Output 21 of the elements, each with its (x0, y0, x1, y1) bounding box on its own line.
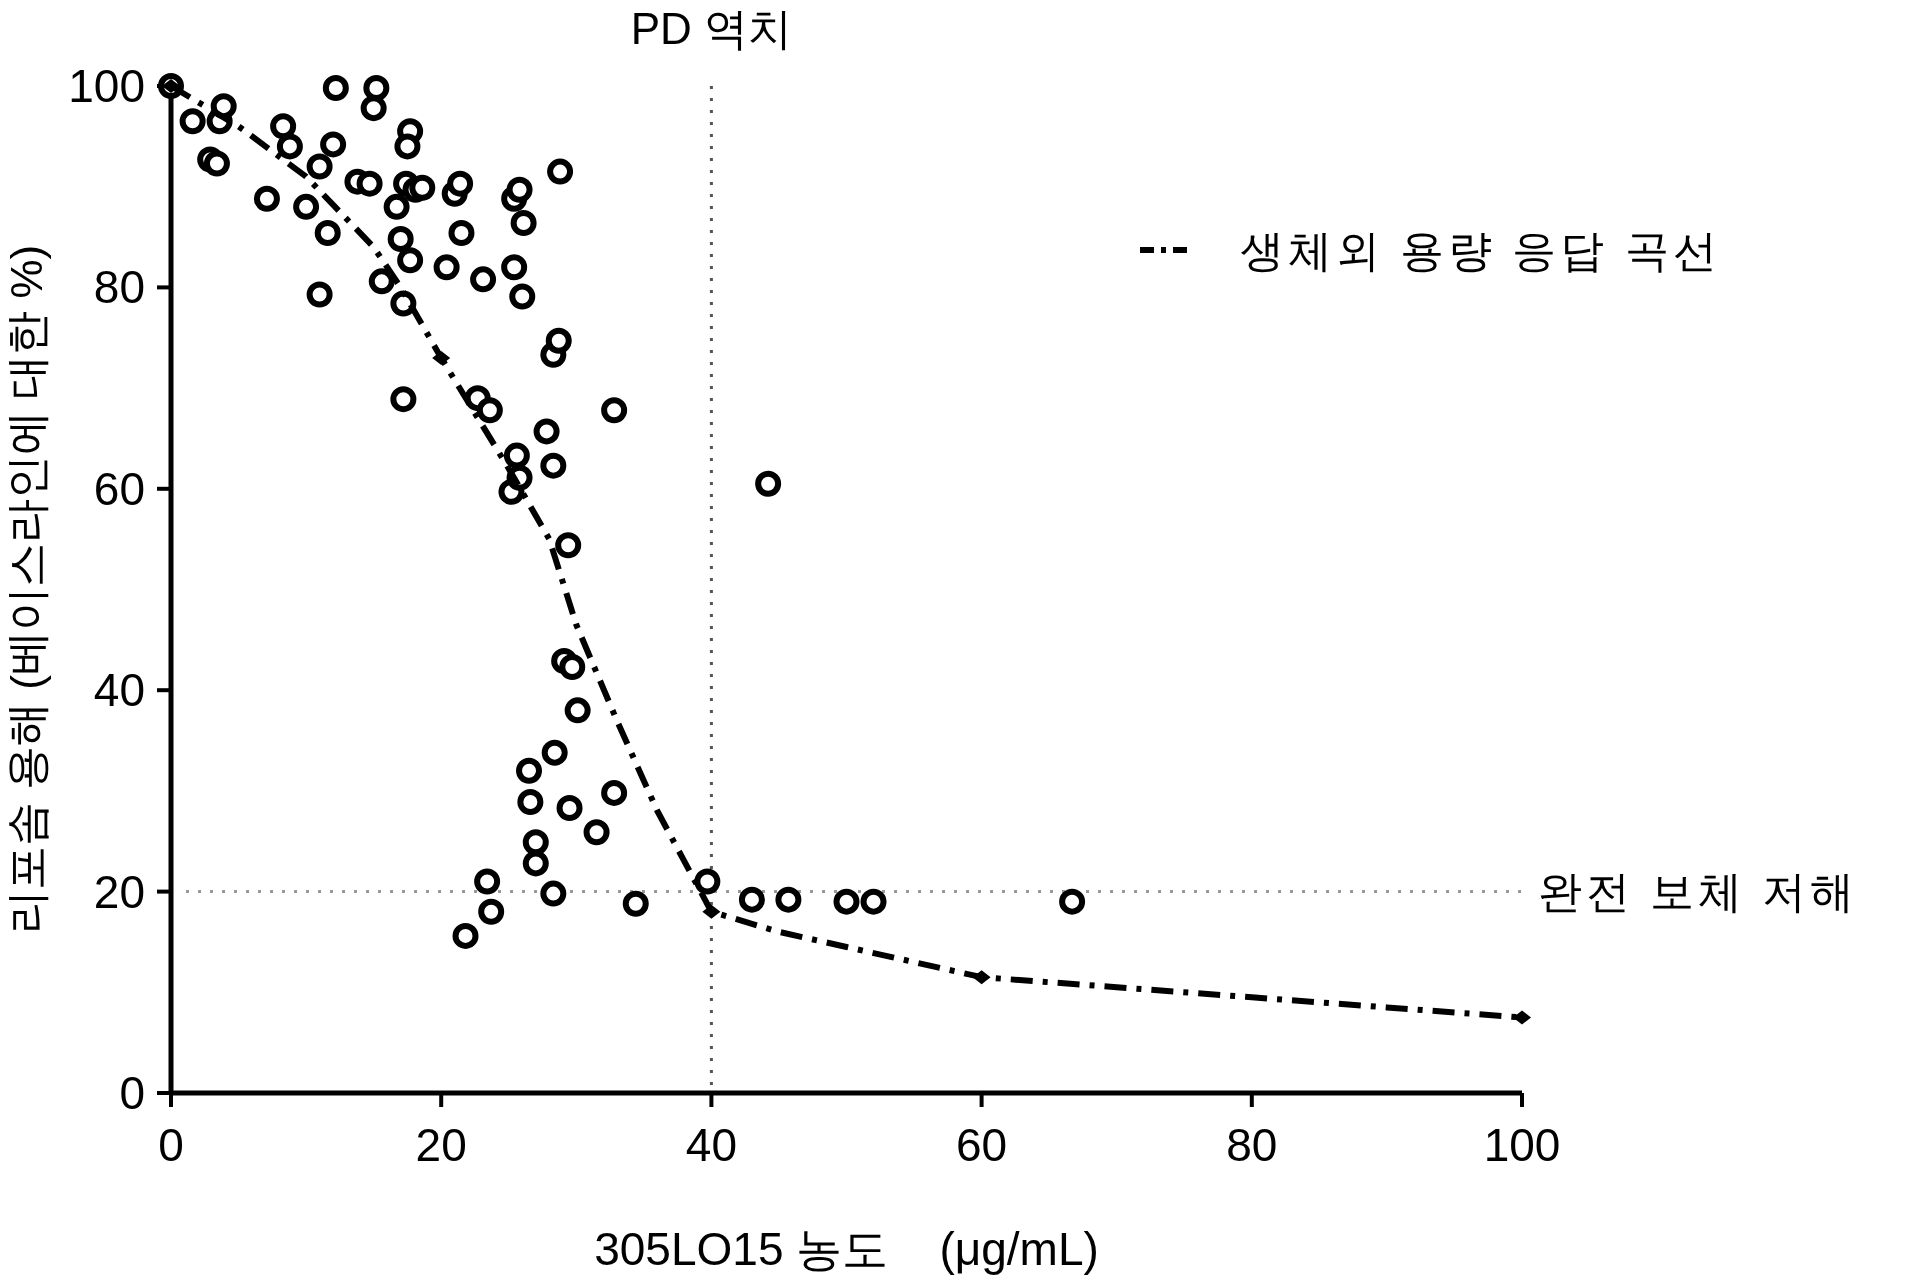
x-tick-label: 100 (1483, 1119, 1561, 1171)
x-tick-label: 20 (415, 1119, 467, 1171)
y-tick-label: 0 (119, 1067, 145, 1119)
x-axis-title: 305LO15 농도 (μg/mL) (594, 1223, 1099, 1275)
y-tick-label: 80 (93, 261, 145, 314)
y-tick-label: 60 (93, 462, 145, 515)
legend: 생체외 용량 응답 곡선 (1140, 226, 1721, 275)
x-tick-label: 40 (685, 1119, 737, 1171)
ref-line-label: 완전 보체 저해 (1538, 866, 1859, 916)
point (702, 904, 721, 919)
legend-label: 생체외 용량 응답 곡선 (1240, 226, 1721, 275)
y-tick-label: 40 (93, 664, 145, 717)
y-tick-label: 20 (93, 865, 145, 918)
y-tick-label: 100 (68, 60, 145, 112)
x-tick-label: 0 (158, 1119, 184, 1171)
ref-line-label: PD 역치 (630, 4, 793, 53)
point (432, 350, 451, 365)
x-tick-label: 60 (956, 1119, 1008, 1171)
y-axis-title: 리포솜 용해 (베이스라인에 대한 %) (2, 244, 51, 935)
point (972, 970, 991, 985)
x-tick-label: 80 (1226, 1119, 1278, 1171)
